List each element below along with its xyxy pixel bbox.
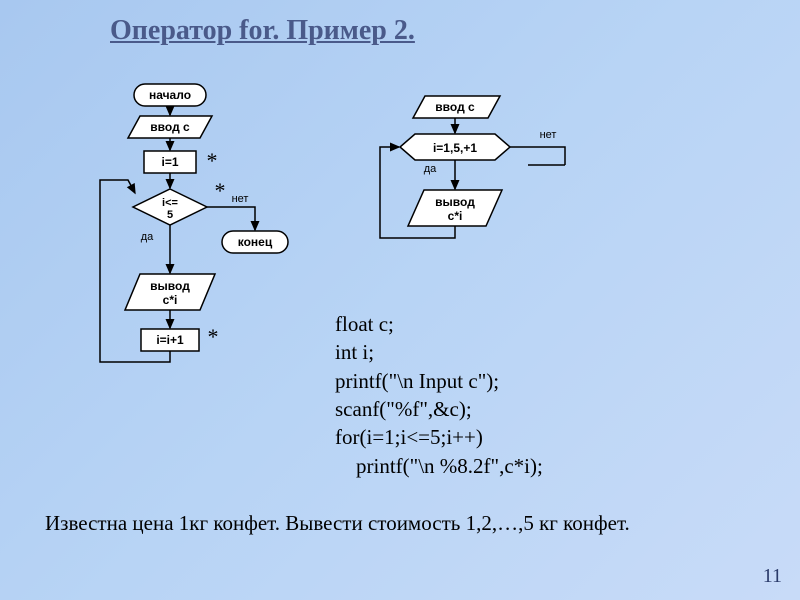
- code-block: float c; int i; printf("\n Input c"); sc…: [335, 310, 543, 480]
- code-line: printf("\n %8.2f",c*i);: [335, 452, 543, 480]
- branch-no-label: нет: [232, 193, 249, 205]
- code-line: printf("\n Input c");: [335, 367, 543, 395]
- node-cond-label1: i<=: [162, 197, 178, 209]
- node-output-label1: вывод: [150, 279, 190, 293]
- node-output2-label2: с*i: [448, 209, 463, 223]
- flowchart-2: ввод с i=1,5,+1 да нет вывод с*i: [380, 96, 565, 238]
- node-incr-label: i=i+1: [156, 333, 184, 347]
- edge: [207, 207, 255, 230]
- asterisk-icon: *: [207, 148, 218, 173]
- node-cond-label2: 5: [167, 209, 173, 221]
- code-line: int i;: [335, 338, 543, 366]
- flowchart-1: начало ввод с i=1 * i<= 5 * да нет конец: [100, 84, 288, 362]
- page-number: 11: [763, 565, 782, 588]
- node-output-label2: с*i: [163, 293, 178, 307]
- code-line: float c;: [335, 310, 543, 338]
- asterisk-icon: *: [208, 324, 219, 349]
- node-input2-label: ввод с: [435, 100, 475, 114]
- node-output2-label1: вывод: [435, 195, 475, 209]
- node-start-label: начало: [149, 88, 191, 102]
- node-end-label: конец: [238, 235, 273, 249]
- node-loop-label: i=1,5,+1: [433, 141, 477, 155]
- asterisk-icon: *: [215, 178, 226, 203]
- code-line: scanf("%f",&c);: [335, 395, 543, 423]
- branch-yes-label: да: [141, 231, 154, 243]
- edge-exit: [510, 147, 565, 165]
- branch-no-label2: нет: [540, 129, 557, 141]
- node-init-label: i=1: [161, 155, 178, 169]
- node-input-label: ввод с: [150, 120, 190, 134]
- code-line: for(i=1;i<=5;i++): [335, 423, 543, 451]
- problem-text: Известна цена 1кг конфет. Вывести стоимо…: [45, 510, 755, 537]
- branch-yes-label2: да: [424, 163, 437, 175]
